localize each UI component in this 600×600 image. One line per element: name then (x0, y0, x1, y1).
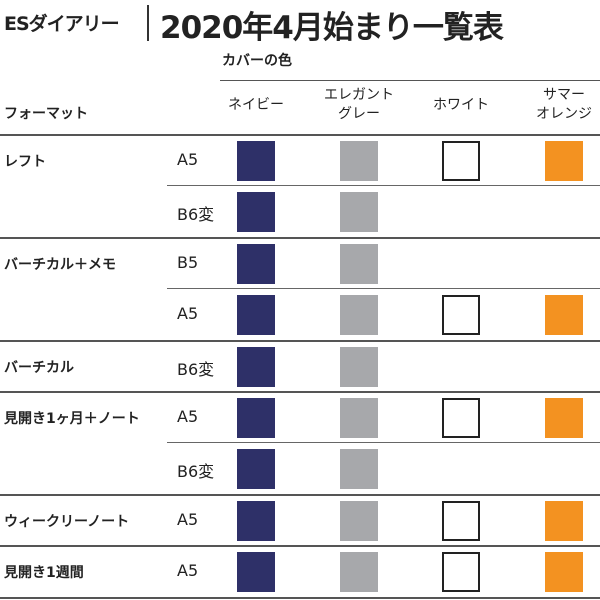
color-swatch-navy (237, 500, 275, 541)
size-label: A5 (177, 509, 199, 529)
color-column-header: サマー オレンジ (536, 87, 592, 122)
color-column-header: ホワイト (433, 97, 489, 113)
color-swatch-navy (237, 346, 275, 387)
color-swatch-gray (340, 346, 378, 387)
page-title: 2020年4月始まり一覧表 (160, 10, 504, 46)
color-swatch-navy (237, 449, 275, 490)
size-label: B5 (177, 252, 199, 272)
format-name: 見開き1ヶ月＋ノート (4, 411, 140, 427)
title-divider (147, 5, 149, 41)
color-swatch-orange (545, 398, 583, 438)
brand-name: ESダイアリー (4, 13, 120, 35)
size-label: A5 (177, 304, 199, 324)
sub-row-divider (167, 185, 600, 187)
color-swatch-gray (340, 398, 378, 438)
format-name: ウィークリーノート (4, 513, 130, 530)
color-swatch-white (442, 141, 480, 181)
sub-row-divider (167, 442, 600, 444)
cover-heading-divider (220, 80, 600, 81)
color-swatch-white (442, 500, 480, 541)
color-swatch-white (442, 552, 480, 593)
color-swatch-gray (340, 500, 378, 541)
format-name: レフト (4, 154, 46, 170)
cover-color-heading: カバーの色 (222, 53, 292, 69)
color-swatch-navy (237, 243, 275, 284)
size-label: B6変 (177, 462, 215, 482)
color-swatch-navy (237, 398, 275, 438)
group-divider (0, 597, 600, 599)
size-label: A5 (177, 150, 199, 169)
format-heading: フォーマット (4, 106, 88, 122)
color-swatch-white (442, 295, 480, 336)
color-swatch-navy (237, 141, 275, 181)
color-swatch-gray (340, 141, 378, 181)
group-divider (0, 340, 600, 342)
group-divider (0, 494, 600, 496)
color-swatch-orange (545, 141, 583, 181)
color-swatch-navy (237, 552, 275, 593)
group-divider (0, 545, 600, 547)
color-swatch-gray (340, 552, 378, 593)
header-divider (0, 134, 600, 136)
color-swatch-gray (340, 295, 378, 336)
color-swatch-navy (237, 192, 275, 233)
format-name: バーチカル＋メモ (4, 256, 116, 273)
format-name: バーチカル (4, 359, 74, 376)
size-label: B6変 (177, 359, 215, 379)
size-label: A5 (177, 407, 199, 426)
color-swatch-orange (545, 295, 583, 336)
color-swatch-white (442, 398, 480, 438)
color-swatch-orange (545, 500, 583, 541)
color-swatch-orange (545, 552, 583, 593)
size-label: A5 (177, 561, 199, 581)
group-divider (0, 237, 600, 239)
color-swatch-gray (340, 243, 378, 284)
size-label: B6変 (177, 205, 215, 225)
color-column-header: エレガント グレー (324, 87, 394, 122)
group-divider (0, 391, 600, 393)
color-column-header: ネイビー (228, 97, 284, 113)
color-swatch-navy (237, 295, 275, 336)
sub-row-divider (167, 288, 600, 290)
format-name: 見開き1週間 (4, 565, 84, 582)
color-swatch-gray (340, 192, 378, 233)
color-swatch-gray (340, 449, 378, 490)
